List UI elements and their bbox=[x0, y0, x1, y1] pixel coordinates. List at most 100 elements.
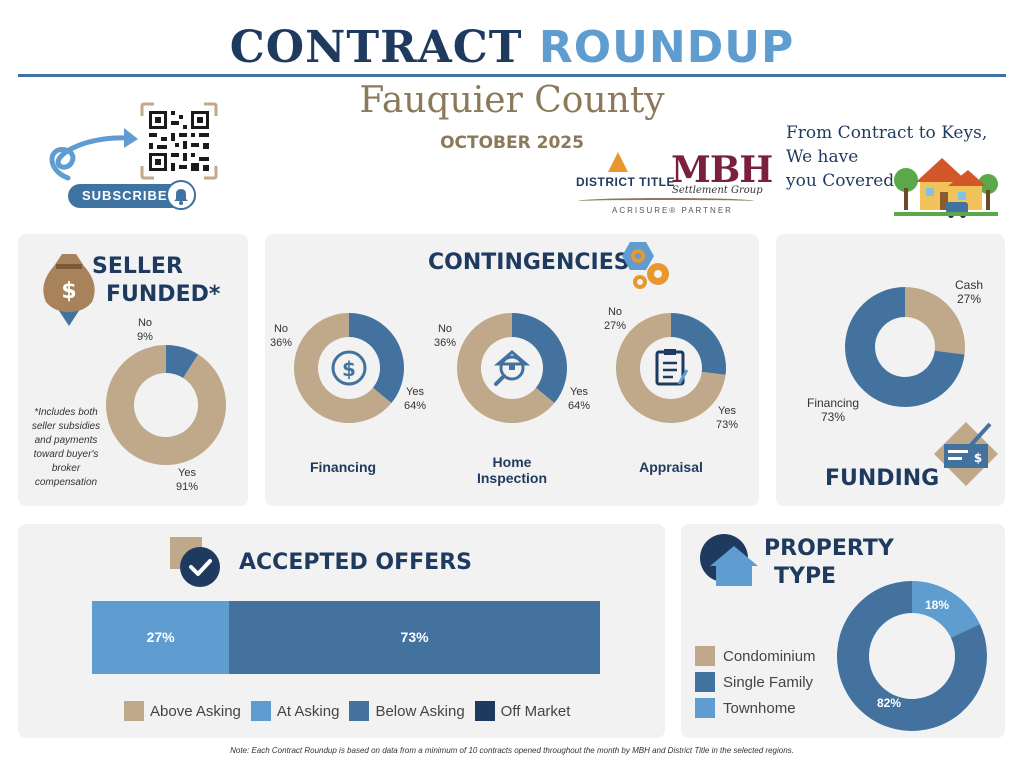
contingency-appraisal-yes-name: Yes bbox=[718, 405, 736, 417]
legend-item-single-family: Single Family bbox=[695, 672, 816, 692]
dollar-coin-icon: $ bbox=[331, 350, 367, 386]
county-name: Fauquier County bbox=[359, 80, 665, 121]
contingency-inspection-no-name: No bbox=[437, 323, 453, 335]
svg-text:$: $ bbox=[342, 357, 356, 381]
contingency-inspection-yes-name: Yes bbox=[570, 386, 588, 398]
property-type-title-line-2: TYPE bbox=[774, 564, 837, 589]
contingency-appraisal-yes-value: 73% bbox=[715, 419, 739, 431]
donut-slice-no bbox=[349, 313, 404, 404]
seller-funded-yes-name: Yes bbox=[178, 467, 196, 479]
contingency-financing-caption: Financing bbox=[293, 459, 393, 475]
donut-slice-financing bbox=[845, 287, 965, 407]
donut-slice-yes bbox=[105, 345, 226, 465]
cheque-icon: $ bbox=[934, 422, 998, 486]
contingency-inspection-caption: Home Inspection bbox=[462, 454, 562, 486]
legend-label: Condominium bbox=[723, 647, 816, 665]
legend-swatch bbox=[695, 698, 715, 718]
donut-slice-no bbox=[166, 345, 199, 378]
tagline: From Contract to Keys, We have you Cover… bbox=[786, 121, 987, 193]
legend-swatch bbox=[124, 701, 144, 721]
funding-financing-value: 73% bbox=[820, 410, 846, 424]
seller-funded-title: SELLER FUNDED* bbox=[92, 253, 220, 309]
district-title-logo-icon bbox=[608, 152, 628, 172]
contingency-financing-no-name: No bbox=[273, 323, 289, 335]
tagline-line-3: you Covered bbox=[786, 171, 895, 191]
home-inspection-icon bbox=[493, 350, 531, 386]
contingencies-title: CONTINGENCIES bbox=[428, 250, 630, 275]
legend-item-below-asking: Below Asking bbox=[349, 701, 468, 721]
seller-funded-donut bbox=[105, 345, 226, 465]
accepted-offers-title: ACCEPTED OFFERS bbox=[239, 550, 472, 575]
contingency-appraisal-no-value: 27% bbox=[603, 320, 627, 332]
property-type-legend: Condominium Single Family Townhome bbox=[695, 646, 816, 718]
donut-slice-yes bbox=[294, 313, 392, 423]
seller-funded-no-name: No bbox=[137, 317, 153, 329]
seller-funded-yes-value: 91% bbox=[175, 481, 199, 493]
bell-icon[interactable] bbox=[166, 180, 196, 210]
contingency-inspection-label-no: No 36% bbox=[430, 322, 460, 350]
legend-item-at-asking: At Asking bbox=[250, 701, 344, 721]
donut-slice-yes bbox=[457, 313, 555, 423]
legend-swatch bbox=[695, 672, 715, 692]
legend-label: Off Market bbox=[500, 702, 571, 720]
property-type-title-line-1: PROPERTY bbox=[764, 536, 894, 561]
seller-funded-label-no: No 9% bbox=[130, 316, 160, 344]
bar-segment-below-asking: 73% bbox=[229, 601, 600, 674]
contingency-appraisal-donut bbox=[616, 313, 726, 423]
contingency-financing-label-no: No 36% bbox=[266, 322, 296, 350]
logo-swoosh bbox=[578, 198, 754, 204]
property-type-title: PROPERTY TYPE bbox=[764, 535, 894, 591]
contingency-inspection-donut bbox=[457, 313, 567, 423]
funding-label-financing: Financing 73% bbox=[802, 396, 864, 424]
seller-funded-note-line-1: *Includes both bbox=[34, 407, 98, 418]
contingency-appraisal-label-yes: Yes 73% bbox=[712, 404, 742, 432]
legend-swatch bbox=[349, 701, 370, 721]
seller-funded-label-yes: Yes 91% bbox=[172, 466, 202, 494]
svg-text:$: $ bbox=[974, 451, 982, 465]
legend-item-above-asking: Above Asking bbox=[124, 701, 245, 721]
property-type-label-single-family: 82% bbox=[876, 696, 902, 710]
seller-funded-note-line-5: broker bbox=[51, 463, 81, 474]
funding-donut bbox=[845, 287, 965, 407]
mbh-logo: MBH bbox=[671, 149, 773, 191]
contingency-appraisal-caption: Appraisal bbox=[621, 459, 721, 475]
funding-label-cash: Cash 27% bbox=[952, 278, 986, 306]
contingency-financing-yes-name: Yes bbox=[406, 386, 424, 398]
legend-item-off-market: Off Market bbox=[474, 701, 575, 721]
seller-funded-note-line-6: compensation bbox=[34, 477, 98, 488]
qr-code-icon[interactable] bbox=[140, 102, 218, 180]
page-title: CONTRACT ROUNDUP bbox=[0, 22, 1024, 73]
contingency-inspection-label-yes: Yes 64% bbox=[564, 385, 594, 413]
district-title-logo: DISTRICT TITLE bbox=[576, 175, 675, 189]
donut-slice-no bbox=[512, 313, 567, 404]
legend-label: Single Family bbox=[723, 673, 814, 691]
donut-slice-cash bbox=[905, 287, 965, 355]
bar-segment-at-asking: 27% bbox=[92, 601, 230, 674]
money-bag-icon: $ bbox=[43, 254, 95, 326]
contingency-appraisal-label-no: No 27% bbox=[600, 305, 630, 333]
title-part2: ROUNDUP bbox=[538, 22, 795, 73]
property-type-label-townhome: 18% bbox=[924, 598, 950, 612]
footnote: Note: Each Contract Roundup is based on … bbox=[230, 746, 794, 755]
seller-funded-note: *Includes both seller subsidies and paym… bbox=[26, 406, 106, 490]
seller-funded-title-line-2: FUNDED* bbox=[106, 282, 221, 307]
donut-slice-yes bbox=[616, 313, 726, 423]
contingency-appraisal-caption-line-1: Appraisal bbox=[639, 459, 703, 475]
report-month: OCTOBER 2025 bbox=[440, 133, 584, 153]
seller-funded-title-line-1: SELLER bbox=[92, 254, 183, 279]
tagline-line-2: We have bbox=[786, 147, 859, 167]
house-icon bbox=[700, 534, 758, 586]
legend-item-townhome: Townhome bbox=[695, 698, 816, 718]
legend-item-condominium: Condominium bbox=[695, 646, 816, 666]
seller-funded-note-line-2: seller subsidies bbox=[31, 421, 101, 432]
contingency-financing-yes-value: 64% bbox=[403, 400, 427, 412]
house-illustration-icon bbox=[894, 158, 998, 218]
legend-swatch bbox=[695, 646, 715, 666]
arrow-icon bbox=[49, 128, 138, 181]
contingency-inspection-caption-line-2: Inspection bbox=[476, 470, 547, 486]
check-icon bbox=[170, 537, 220, 587]
tagline-line-1: From Contract to Keys, bbox=[786, 123, 988, 143]
contingency-inspection-yes-value: 64% bbox=[567, 400, 591, 412]
accepted-offers-legend: Above Asking At Asking Below Asking Off Mar… bbox=[124, 701, 574, 721]
donut-slice-townhome bbox=[912, 581, 980, 638]
